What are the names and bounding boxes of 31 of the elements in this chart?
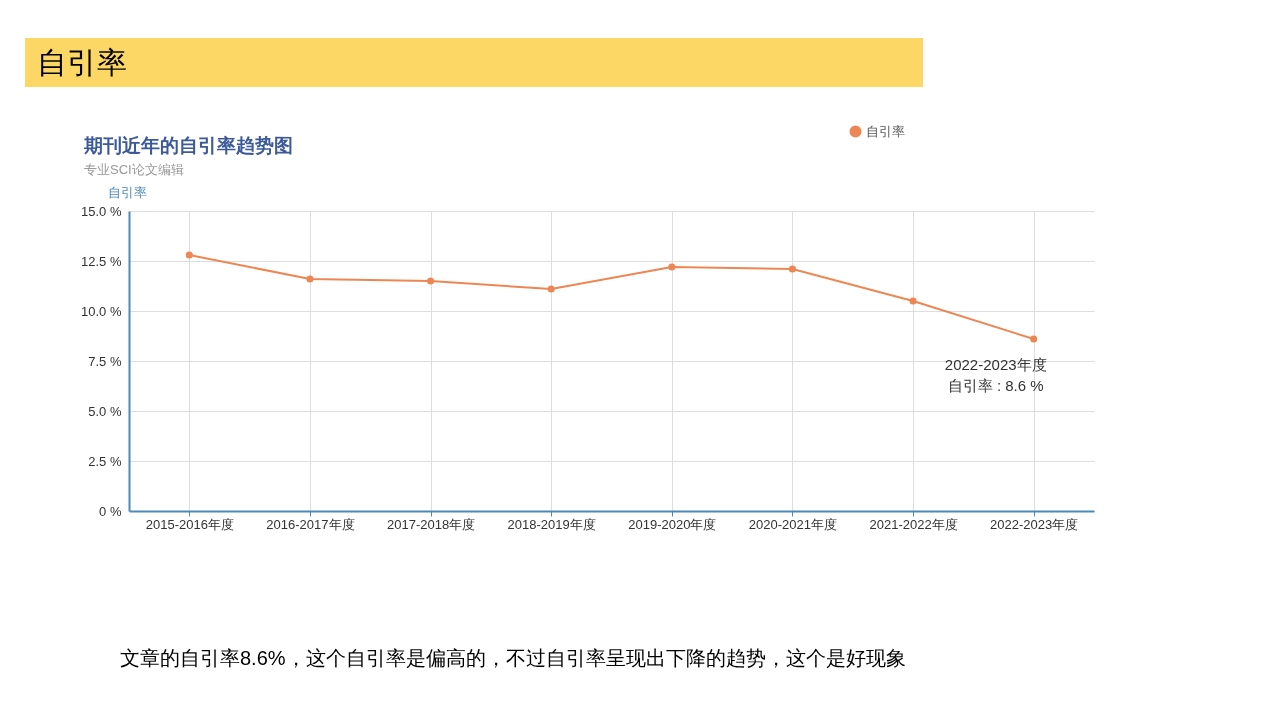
annotation: 2022-2023年度: [944, 356, 1047, 373]
y-tick-label: 7.5 %: [88, 353, 122, 369]
x-tick-label: 2016-2017年度: [266, 516, 355, 532]
x-tick-label: 2021-2022年度: [869, 516, 958, 532]
legend-label: 自引率: [866, 123, 905, 139]
point: [668, 263, 676, 271]
chart-subtitle: 专业SCI论文编辑: [84, 162, 184, 177]
text: 文章的自引率8.6%，这个自引率是偏高的，不过自引率呈现出下降的趋势，这个是好现象: [120, 646, 906, 671]
point: [788, 265, 796, 273]
point: [1030, 335, 1038, 343]
x-tick-label: 2019-2020年度: [628, 516, 717, 532]
x-tick-label: 2015-2016年度: [145, 516, 234, 532]
y-tick-label: 12.5 %: [81, 253, 122, 269]
point: [427, 277, 435, 285]
y-tick-label: 5.0 %: [88, 403, 122, 419]
y-tick-label: 10.0 %: [81, 303, 122, 319]
x-tick-label: 2022-2023年度: [990, 516, 1079, 532]
text: 自引率: [25, 38, 923, 87]
y-tick-label: 2.5 %: [88, 453, 122, 469]
chart-title: 期刊近年的自引率趋势图: [83, 135, 293, 156]
x-tick-label: 2018-2019年度: [507, 516, 596, 532]
x-tick-label: 2017-2018年度: [386, 516, 476, 532]
point: [185, 251, 193, 259]
x-tick-label: 2020-2021年度: [748, 516, 838, 532]
point: [547, 285, 555, 293]
y-tick-label: 15.0 %: [81, 203, 122, 219]
y-tick-label: 0 %: [99, 503, 122, 519]
annotation: 自引率 : 8.6 %: [947, 377, 1044, 394]
y-axis-title: 自引率: [107, 184, 147, 200]
point: [306, 275, 314, 283]
point: [909, 297, 917, 305]
